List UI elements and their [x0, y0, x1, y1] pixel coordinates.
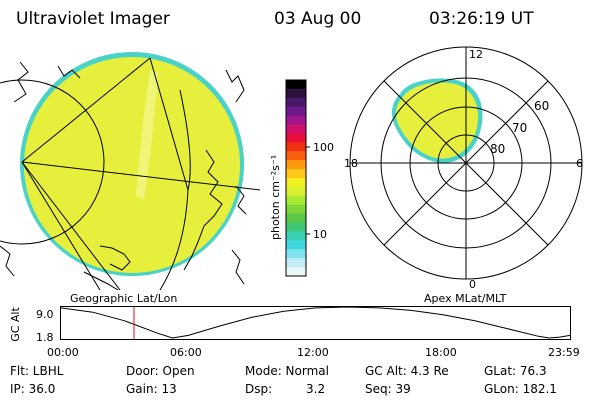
- time-label-0000: 00:00: [47, 346, 79, 359]
- observation-date: 03 Aug 00: [274, 9, 362, 29]
- seq-readout: Seq: 39: [365, 382, 411, 396]
- altitude-ytick-max: 9.0: [36, 308, 54, 321]
- altitude-ytick-min: 1.8: [36, 331, 54, 344]
- colorbar-band: [286, 151, 306, 161]
- observation-time: 03:26:19 UT: [429, 9, 534, 29]
- colorbar-band: [286, 133, 306, 143]
- aurora-oval: [395, 82, 479, 159]
- colorbar-band: [286, 195, 306, 206]
- colorbar-band: [286, 160, 306, 170]
- colorbar-band: [286, 97, 306, 108]
- mlt-label-6: 6: [576, 157, 583, 170]
- time-label-2359: 23:59: [548, 346, 580, 359]
- glon-readout: GLon: 182.1: [484, 382, 557, 396]
- colorbar-band: [286, 80, 306, 90]
- gain-readout: Gain: 13: [126, 382, 177, 396]
- lat-lon-grid: [0, 57, 260, 290]
- colorbar-band: [286, 178, 306, 188]
- colorbar-band: [286, 213, 306, 224]
- glat-readout: GLat: 76.3: [484, 364, 547, 378]
- filter-readout: Flt: LBHL: [10, 364, 64, 378]
- altitude-ylabel: GC Alt: [8, 307, 22, 342]
- instrument-title: Ultraviolet Imager: [16, 9, 170, 29]
- polar-grid: [349, 46, 583, 280]
- colorbar-band: [286, 222, 306, 232]
- altitude-curve: [60, 306, 571, 339]
- door-readout: Door: Open: [126, 364, 195, 378]
- time-label-1200: 12:00: [297, 346, 329, 359]
- geographic-image-panel: [0, 52, 260, 290]
- colorbar-band: [286, 88, 306, 99]
- aurora-disk: [24, 57, 240, 273]
- mlt-label-0: 0: [469, 278, 476, 290]
- dsp-value: 3.2: [306, 382, 326, 396]
- gc-alt-readout: GC Alt: 4.3 Re: [365, 364, 449, 378]
- mode-readout: Mode: Normal: [245, 364, 329, 378]
- polar-mlt-panel: 12 18 6 0 60 70 80: [344, 46, 583, 290]
- time-label-1800: 18:00: [425, 346, 457, 359]
- mlt-label-12: 12: [469, 48, 483, 61]
- colorbar-band: [286, 115, 306, 126]
- colorbar-band: [286, 142, 306, 152]
- dsp-label: Dsp:: [245, 382, 273, 396]
- colorbar-band: [286, 124, 306, 134]
- geo-panel-label: Geographic Lat/Lon: [70, 292, 178, 305]
- colorbar-scale: [286, 80, 306, 277]
- colorbar-band: [286, 240, 306, 250]
- colorbar-band: [286, 258, 306, 268]
- colorbar-band: [286, 204, 306, 215]
- ip-readout: IP: 36.0: [10, 382, 56, 396]
- colorbar: 100 10 photon cm⁻²s⁻¹: [269, 79, 334, 277]
- colorbar-unit-label: photon cm⁻²s⁻¹: [269, 155, 282, 240]
- polar-panel-label: Apex MLat/MLT: [424, 292, 507, 305]
- colorbar-band: [286, 186, 306, 197]
- colorbar-band: [286, 267, 306, 277]
- mlt-label-18: 18: [344, 157, 358, 170]
- colorbar-tick-100: 100: [313, 141, 334, 154]
- mlat-label-70: 70: [512, 121, 527, 135]
- colorbar-band: [286, 249, 306, 259]
- time-label-0600: 06:00: [170, 346, 202, 359]
- bright-streak: [136, 70, 158, 200]
- mlat-label-80: 80: [490, 142, 505, 156]
- altitude-plot: [60, 306, 571, 340]
- mlat-label-60: 60: [534, 99, 549, 113]
- colorbar-band: [286, 169, 306, 179]
- colorbar-band: [286, 231, 306, 241]
- coastlines: [0, 61, 247, 290]
- colorbar-tick-10: 10: [313, 228, 327, 241]
- colorbar-band: [286, 106, 306, 117]
